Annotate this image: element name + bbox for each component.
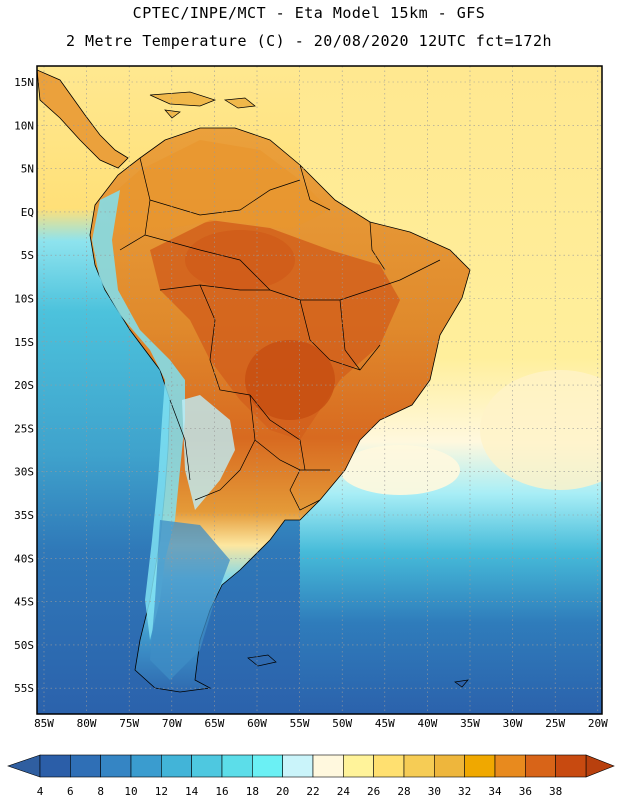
lon-label: 70W bbox=[162, 717, 182, 730]
colorbar-tick-label: 36 bbox=[519, 785, 532, 798]
lat-label: 30S bbox=[14, 466, 34, 479]
lat-label: 35S bbox=[14, 509, 34, 522]
lat-label: 55S bbox=[14, 682, 34, 695]
lon-label: 35W bbox=[460, 717, 480, 730]
lon-label: 65W bbox=[204, 717, 224, 730]
colorbar-tick-label: 8 bbox=[97, 785, 104, 798]
colorbar-swatch bbox=[39, 754, 71, 778]
lat-label: EQ bbox=[21, 206, 34, 219]
colorbar-swatch bbox=[252, 754, 283, 778]
graticule bbox=[37, 66, 602, 714]
lon-label: 75W bbox=[119, 717, 139, 730]
lon-label: 50W bbox=[332, 717, 352, 730]
lon-label: 25W bbox=[545, 717, 565, 730]
colorbar-right-arrow bbox=[585, 754, 615, 778]
colorbar-swatch bbox=[343, 754, 374, 778]
lat-label: 10N bbox=[14, 119, 34, 132]
colorbar-tick-label: 22 bbox=[306, 785, 319, 798]
lon-label: 80W bbox=[77, 717, 97, 730]
colorbar-tick-label: 34 bbox=[488, 785, 502, 798]
colorbar-tick-label: 30 bbox=[428, 785, 441, 798]
lat-label: 45S bbox=[14, 596, 34, 609]
colorbar-swatch bbox=[282, 754, 314, 778]
lon-label: 45W bbox=[375, 717, 395, 730]
colorbar-swatch bbox=[312, 754, 344, 778]
lat-label: 5S bbox=[21, 249, 34, 262]
colorbar-tick-label: 38 bbox=[549, 785, 562, 798]
lon-label: 30W bbox=[503, 717, 523, 730]
colorbar-tick-label: 18 bbox=[246, 785, 259, 798]
colorbar-swatch bbox=[494, 754, 526, 778]
lon-label: 55W bbox=[290, 717, 310, 730]
lon-label: 40W bbox=[417, 717, 437, 730]
colorbar-swatch bbox=[130, 754, 162, 778]
colorbar: 4 6 8 10 12 14 16 18 20 22 24 26 28 30 32 34 36 38 bbox=[7, 754, 615, 798]
lat-label: 40S bbox=[14, 552, 34, 565]
lat-label: 5N bbox=[21, 163, 34, 176]
colorbar-tick-label: 14 bbox=[185, 785, 199, 798]
colorbar-tick-label: 6 bbox=[67, 785, 74, 798]
lat-label: 25S bbox=[14, 422, 34, 435]
title-line-1: CPTEC/INPE/MCT - Eta Model 15km - GFS bbox=[132, 4, 486, 22]
colorbar-tick-label: 26 bbox=[367, 785, 380, 798]
axis-labels: 15N 10N 5N EQ 5S 10S 15S 20S 25S 30S 35S 40S 45S 50S 5… bbox=[14, 76, 608, 730]
colorbar-swatch bbox=[191, 754, 223, 778]
title-line-2: 2 Metre Temperature (C) - 20/08/2020 12U… bbox=[65, 32, 553, 50]
colorbar-swatch bbox=[464, 754, 496, 778]
lat-label: 50S bbox=[14, 639, 34, 652]
colorbar-swatch bbox=[373, 754, 405, 778]
colorbar-tick-label: 10 bbox=[124, 785, 137, 798]
temperature-field bbox=[37, 66, 602, 714]
lon-label: 60W bbox=[247, 717, 267, 730]
colorbar-tick-label: 32 bbox=[458, 785, 471, 798]
colorbar-tick-label: 20 bbox=[276, 785, 289, 798]
lon-label: 85W bbox=[34, 717, 54, 730]
colorbar-tick-label: 28 bbox=[397, 785, 410, 798]
colorbar-left-arrow bbox=[7, 754, 41, 778]
lon-label: 20W bbox=[588, 717, 608, 730]
colorbar-swatch bbox=[525, 754, 556, 778]
colorbar-tick-label: 24 bbox=[337, 785, 351, 798]
colorbar-swatch bbox=[555, 754, 587, 778]
colorbar-swatch bbox=[434, 754, 465, 778]
lat-label: 15S bbox=[14, 336, 34, 349]
colorbar-tick-label: 12 bbox=[155, 785, 168, 798]
lat-label: 20S bbox=[14, 379, 34, 392]
colorbar-swatch bbox=[161, 754, 192, 778]
colorbar-swatch bbox=[100, 754, 132, 778]
colorbar-swatch bbox=[70, 754, 101, 778]
colorbar-swatch bbox=[403, 754, 435, 778]
lat-label: 15N bbox=[14, 76, 34, 89]
colorbar-swatch bbox=[221, 754, 253, 778]
lat-label: 10S bbox=[14, 293, 34, 306]
colorbar-tick-label: 16 bbox=[215, 785, 228, 798]
colorbar-tick-label: 4 bbox=[37, 785, 44, 798]
map-frame bbox=[36, 65, 603, 715]
